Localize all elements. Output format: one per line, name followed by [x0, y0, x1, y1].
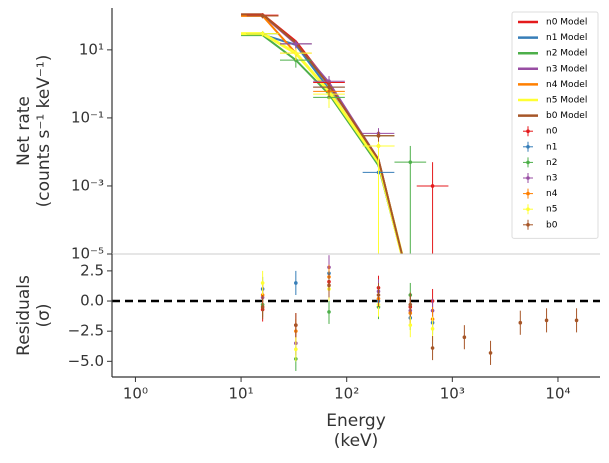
y-tick-label: 2.5 [80, 261, 104, 279]
y-tick-label: 10¹ [79, 40, 104, 58]
model-line [241, 14, 403, 254]
data-point [376, 293, 381, 297]
legend-swatch [526, 129, 530, 133]
legend-label: n1 [546, 142, 557, 152]
model-line [241, 34, 403, 254]
legend-label: n2 Model [546, 49, 587, 59]
data-point [294, 51, 298, 55]
data-point [544, 318, 549, 323]
legend-label: n3 Model [546, 64, 587, 74]
data-point [260, 14, 265, 18]
legend-swatch [526, 191, 530, 196]
model-line [241, 13, 403, 254]
data-point [260, 281, 265, 285]
legend-label: n2 [546, 158, 557, 168]
data-point [294, 281, 298, 285]
legend-label: n5 Model [546, 96, 587, 106]
legend-label: b0 [546, 220, 558, 230]
y-tick-label: 0.0 [80, 292, 104, 310]
data-point [462, 335, 467, 340]
data-point [408, 323, 413, 327]
x-axis-label: Energy [326, 411, 386, 431]
x-tick-label: 10⁰ [123, 385, 148, 403]
legend-label: n5 [546, 205, 557, 215]
data-point [430, 326, 435, 331]
model-line [241, 14, 403, 254]
x-tick-label: 10³ [440, 385, 465, 403]
legend-label: n0 [546, 127, 558, 137]
data-point [430, 184, 435, 188]
legend-label: n3 [546, 174, 557, 184]
legend-swatch [526, 207, 530, 211]
y-tick-label: −5.0 [68, 352, 104, 370]
y-tick-label: 10⁻³ [71, 176, 104, 194]
y-axis-label: Net rate [14, 96, 34, 166]
y-tick-label: 10⁻¹ [71, 108, 104, 126]
data-point [376, 144, 381, 148]
x-tick-label: 10² [334, 385, 359, 403]
data-point [327, 79, 331, 83]
data-point [574, 318, 579, 323]
x-tick-label: 10¹ [229, 385, 254, 403]
legend-label: n4 [546, 189, 558, 199]
data-point [260, 31, 265, 36]
data-point [294, 42, 298, 46]
data-point [260, 305, 265, 309]
y-axis-label: (counts s⁻¹ keV⁻¹) [34, 55, 54, 208]
data-point [488, 351, 493, 355]
y-tick-label: −2.5 [68, 322, 104, 340]
x-tick-label: 10⁴ [545, 385, 570, 403]
data-point [518, 320, 523, 325]
data-point [430, 346, 435, 350]
legend-label: n4 Model [546, 80, 587, 90]
legend-swatch [526, 223, 530, 227]
x-axis-label: (keV) [334, 431, 379, 451]
data-point [376, 133, 381, 138]
model-line [241, 32, 404, 254]
legend-label: n1 Model [546, 33, 587, 43]
plot-area [112, 255, 600, 371]
legend-swatch [526, 160, 530, 165]
data-point [327, 310, 331, 314]
y-axis-label: (σ) [34, 303, 54, 327]
y-tick-label: 10⁻⁵ [71, 245, 104, 263]
legend-label: n0 Model [546, 18, 587, 28]
data-point [294, 347, 298, 352]
legend-swatch [526, 145, 530, 149]
model-line [241, 13, 403, 254]
data-point [294, 323, 298, 327]
plot-area [241, 13, 449, 254]
legend-swatch [526, 176, 530, 180]
model-line [241, 33, 403, 254]
legend-label: b0 Model [546, 111, 587, 121]
data-point [327, 85, 331, 89]
data-point [408, 160, 413, 164]
y-axis-label: Residuals [14, 275, 34, 356]
data-point [327, 283, 331, 288]
data-point [408, 302, 413, 307]
